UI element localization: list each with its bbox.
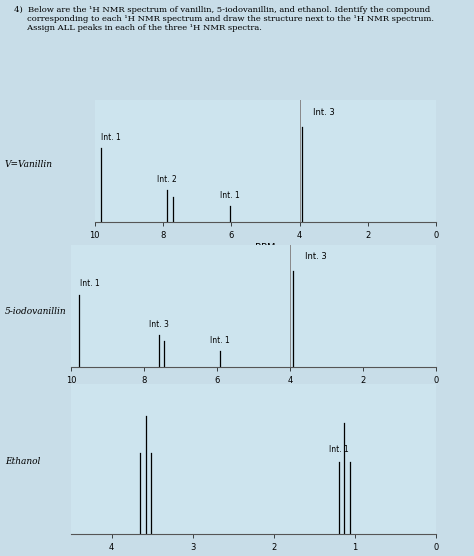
Text: Int. 1: Int. 1 xyxy=(329,445,349,454)
Text: Int. 1: Int. 1 xyxy=(101,132,121,142)
Text: Int. 1: Int. 1 xyxy=(80,279,100,288)
X-axis label: ppm: ppm xyxy=(243,554,264,556)
Text: Int. 2: Int. 2 xyxy=(157,175,177,184)
Text: Ethanol: Ethanol xyxy=(5,457,40,466)
Text: 4)  Below are the ¹H NMR spectrum of vanillin, 5-iodovanillin, and ethanol. Iden: 4) Below are the ¹H NMR spectrum of vani… xyxy=(14,6,434,32)
Text: 5-iodovanillin: 5-iodovanillin xyxy=(5,307,66,316)
Text: Int. 3: Int. 3 xyxy=(312,107,334,117)
X-axis label: PPM: PPM xyxy=(243,388,264,398)
Text: Int. 3: Int. 3 xyxy=(305,252,327,261)
Text: V=Vanillin: V=Vanillin xyxy=(5,160,53,168)
Text: Int. 3: Int. 3 xyxy=(149,320,169,329)
X-axis label: PPM: PPM xyxy=(255,243,276,253)
Text: Int. 1: Int. 1 xyxy=(210,336,230,345)
Text: Int. 1: Int. 1 xyxy=(220,191,239,200)
